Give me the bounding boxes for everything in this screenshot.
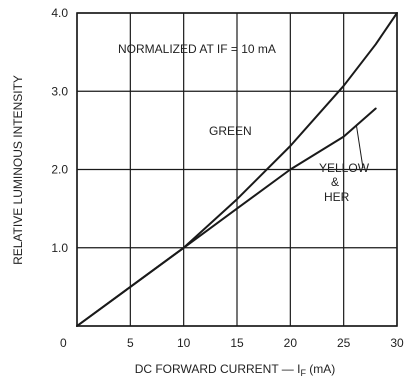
x-tick-label: 5 (127, 336, 134, 350)
y-axis-label: RELATIVE LUMINOUS INTENSITY (11, 75, 25, 265)
normalization-annotation: NORMALIZED AT IF = 10 mA (118, 42, 276, 56)
x-tick-label: 30 (390, 336, 404, 350)
x-tick-label: 25 (337, 336, 351, 350)
plot-frame (76, 12, 398, 327)
yellow-leader-line (355, 125, 364, 169)
y-tick-label: 3.0 (51, 84, 68, 98)
x-tick-label: 15 (230, 336, 244, 350)
x-axis-label-subscript: F (300, 368, 306, 378)
x-axis-label-main: DC FORWARD CURRENT — I (135, 362, 301, 376)
x-axis-label-unit: (mA) (306, 362, 335, 376)
series-label-ampersand: & (331, 175, 339, 189)
y-tick-labels: 1.0 2.0 3.0 4.0 (51, 6, 68, 255)
x-tick-label: 20 (284, 336, 298, 350)
y-tick-label: 2.0 (51, 163, 68, 177)
series-label-green: GREEN (209, 124, 252, 138)
y-tick-label: 1.0 (51, 241, 68, 255)
series-label-her: HER (324, 190, 350, 204)
series-lines (76, 12, 398, 327)
x-tick-label: 0 (60, 336, 67, 350)
x-axis-label: DC FORWARD CURRENT — IF (mA) (135, 362, 336, 378)
x-tick-label: 10 (177, 336, 191, 350)
y-tick-label: 4.0 (51, 6, 68, 20)
x-tick-labels: 0 5 10 15 20 25 30 (60, 336, 404, 350)
series-line-yellow-her (76, 107, 377, 327)
series-label-yellow: YELLOW (319, 161, 370, 175)
